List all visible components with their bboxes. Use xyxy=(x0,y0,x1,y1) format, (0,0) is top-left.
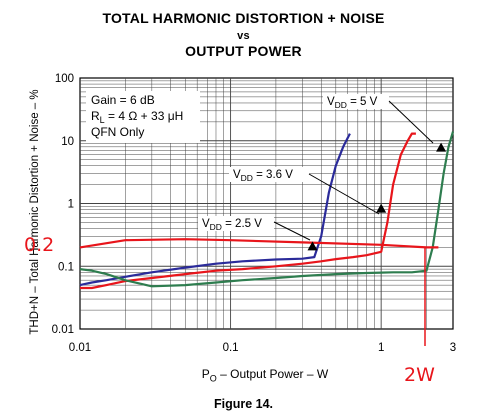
condition-load: RL = 4 Ω + 33 μH xyxy=(91,109,183,125)
x-axis-label: PO – Output Power – W xyxy=(80,367,450,383)
y-tick-label: 0.1 xyxy=(58,261,74,273)
x-axis-label-sub: O xyxy=(209,373,217,384)
figure-caption: Figure 14. xyxy=(213,397,274,411)
series-line-1 xyxy=(80,132,416,290)
annotation-box xyxy=(198,216,274,231)
handdrawn-line-0.2 xyxy=(79,238,439,249)
y-tick-label: 100 xyxy=(55,73,74,85)
condition-package: QFN Only xyxy=(91,125,144,139)
conditions-box xyxy=(86,91,200,143)
handwritten-2w: 2W xyxy=(404,364,435,386)
chart-title-vs: vs xyxy=(237,30,250,42)
y-tick-label: 10 xyxy=(61,136,74,148)
condition-gain: Gain = 6 dB xyxy=(91,93,155,107)
y-tick-label: 1 xyxy=(68,199,74,211)
chart-title: TOTAL HARMONIC DISTORTION + NOISE xyxy=(102,10,385,26)
annotation-label: VDD = 5 V xyxy=(327,96,378,110)
series-line-2 xyxy=(79,131,455,288)
y-tick-label: 0.01 xyxy=(52,324,74,336)
handwritten-0.2: 0.2 xyxy=(24,234,54,256)
annotation-box xyxy=(229,167,309,182)
annotation-marker xyxy=(376,203,387,213)
annotation-arrow xyxy=(388,100,434,144)
x-tick-label: 0.01 xyxy=(69,342,91,354)
x-axis-label-suffix: – Output Power – W xyxy=(216,367,329,381)
annotation-label: VDD = 2.5 V xyxy=(202,218,262,232)
annotation-arrow xyxy=(308,173,380,215)
series-line-0 xyxy=(79,133,351,287)
annotation-marker xyxy=(307,241,318,251)
annotation-label: VDD = 3.6 V xyxy=(233,169,293,183)
x-tick-label: 3 xyxy=(450,342,456,354)
annotation-box xyxy=(323,94,389,109)
x-axis-label-prefix: P xyxy=(201,367,210,381)
annotation-arrow xyxy=(273,221,311,241)
x-tick-label: 1 xyxy=(378,342,384,354)
x-tick-label: 0.1 xyxy=(223,342,239,354)
chart-subtitle: OUTPUT POWER xyxy=(185,43,302,59)
annotation-marker xyxy=(436,142,447,152)
